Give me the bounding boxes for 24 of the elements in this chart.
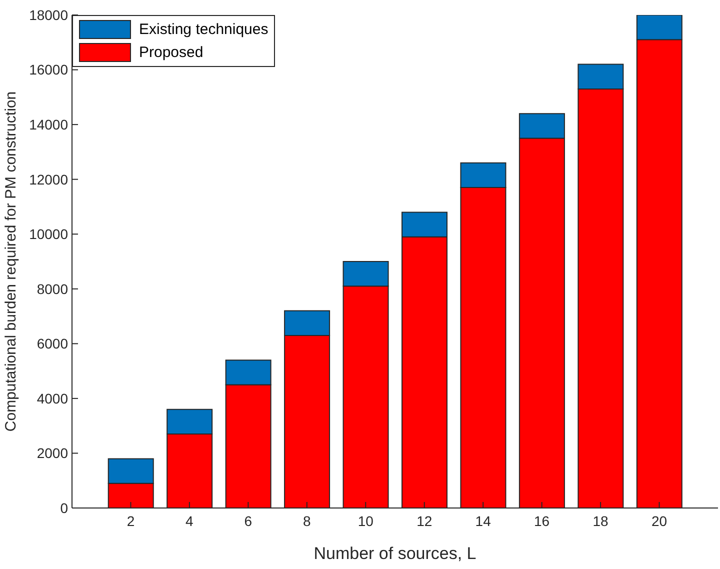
- x-axis-title: Number of sources, L: [314, 544, 476, 563]
- x-tick-label: 6: [244, 512, 252, 529]
- x-tick-label: 14: [475, 512, 492, 529]
- y-tick-label: 12000: [29, 171, 68, 188]
- y-tick-label: 2000: [36, 445, 68, 462]
- x-tick-label: 10: [358, 512, 374, 529]
- y-tick-label: 16000: [29, 62, 68, 78]
- y-tick-label: 14000: [29, 116, 68, 133]
- y-tick-label: 0: [60, 500, 68, 516]
- y-tick-label: 4000: [36, 390, 68, 406]
- y-axis-title: Computational burden required for PM construction: [2, 91, 20, 432]
- y-tick-label: 6000: [36, 336, 68, 352]
- legend-label: Existing techniques: [139, 21, 268, 38]
- x-tick-label: 12: [416, 512, 432, 529]
- legend-label: Proposed: [139, 44, 204, 61]
- y-tick-label: 10000: [29, 226, 68, 242]
- x-tick-label: 4: [186, 512, 194, 529]
- x-tick-label: 18: [592, 512, 609, 529]
- y-tick-label: 8000: [36, 280, 68, 297]
- x-tick-label: 8: [303, 512, 312, 529]
- x-tick-label: 2: [126, 512, 135, 529]
- x-tick-label: 16: [534, 512, 550, 529]
- y-tick-label: 18000: [29, 6, 68, 23]
- x-tick-label: 20: [651, 512, 668, 529]
